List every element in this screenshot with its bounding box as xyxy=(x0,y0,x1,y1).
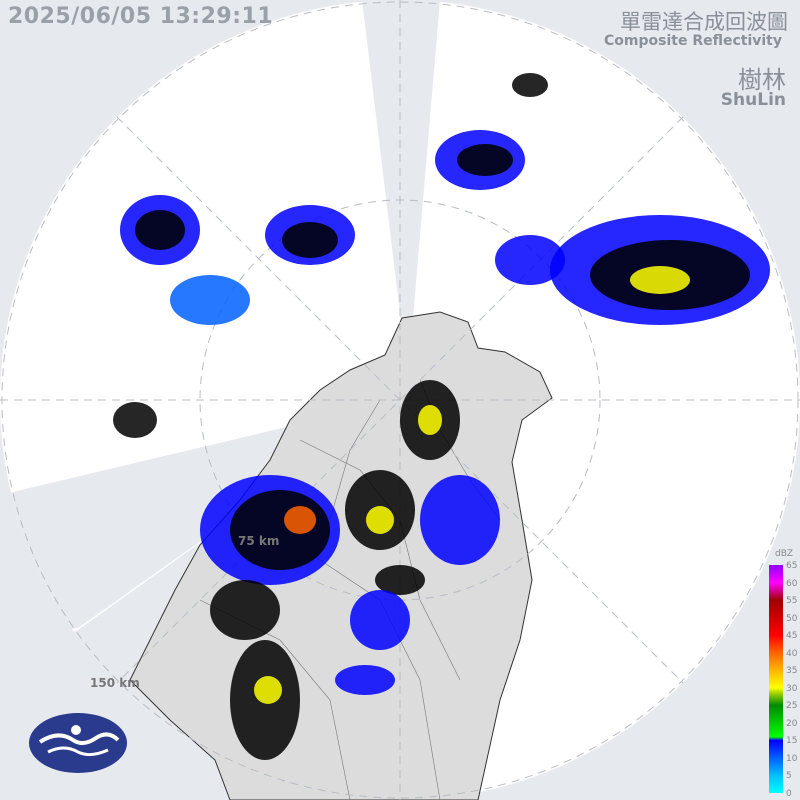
legend-tick: 55 xyxy=(786,596,798,607)
echo-cell xyxy=(230,490,330,570)
range-label-150: 150 km xyxy=(90,676,140,690)
legend-tick: 25 xyxy=(786,701,798,712)
site-name-en: ShuLin xyxy=(720,90,786,110)
legend-tick: 60 xyxy=(786,578,798,589)
echo-cell xyxy=(254,676,282,704)
echo-cell xyxy=(282,222,338,258)
echo-cell xyxy=(335,665,395,695)
legend-tick: 5 xyxy=(786,771,792,782)
cwa-logo xyxy=(29,713,127,773)
echo-cell xyxy=(420,475,500,565)
blocked-sector-north xyxy=(362,0,440,330)
legend-tick: 10 xyxy=(786,753,798,764)
legend-tick: 20 xyxy=(786,718,798,729)
product-title-en: Composite Reflectivity xyxy=(604,33,782,49)
echo-cell xyxy=(350,590,410,650)
echo-cell xyxy=(210,580,280,640)
legend-tick: 30 xyxy=(786,683,798,694)
legend-unit: dBZ xyxy=(775,549,794,559)
legend-tick: 65 xyxy=(786,561,798,571)
dbz-color-legend xyxy=(769,565,783,793)
timestamp: 2025/06/05 13:29:11 xyxy=(8,4,274,29)
legend-tick: 50 xyxy=(786,613,798,624)
product-title-zh: 單雷達合成回波圖 xyxy=(620,10,788,34)
legend-tick: 35 xyxy=(786,666,798,677)
echo-cell xyxy=(113,402,157,438)
echo-cell xyxy=(375,565,425,595)
echo-cell xyxy=(495,235,565,285)
legend-tick: 40 xyxy=(786,648,798,659)
echo-cell xyxy=(512,73,548,97)
range-label-75: 75 km xyxy=(238,534,280,548)
echo-cell xyxy=(457,144,513,176)
echo-cell xyxy=(418,405,442,435)
echo-cell xyxy=(170,275,250,325)
echo-cell xyxy=(366,506,394,534)
legend-tick: 45 xyxy=(786,631,798,642)
site-name-zh: 樹林 xyxy=(738,66,786,94)
echo-cell xyxy=(284,506,316,534)
echo-cell xyxy=(630,266,690,294)
radar-echoes xyxy=(113,73,770,760)
echo-cell xyxy=(135,210,185,250)
legend-tick: 0 xyxy=(786,789,792,799)
legend-tick: 15 xyxy=(786,736,798,747)
